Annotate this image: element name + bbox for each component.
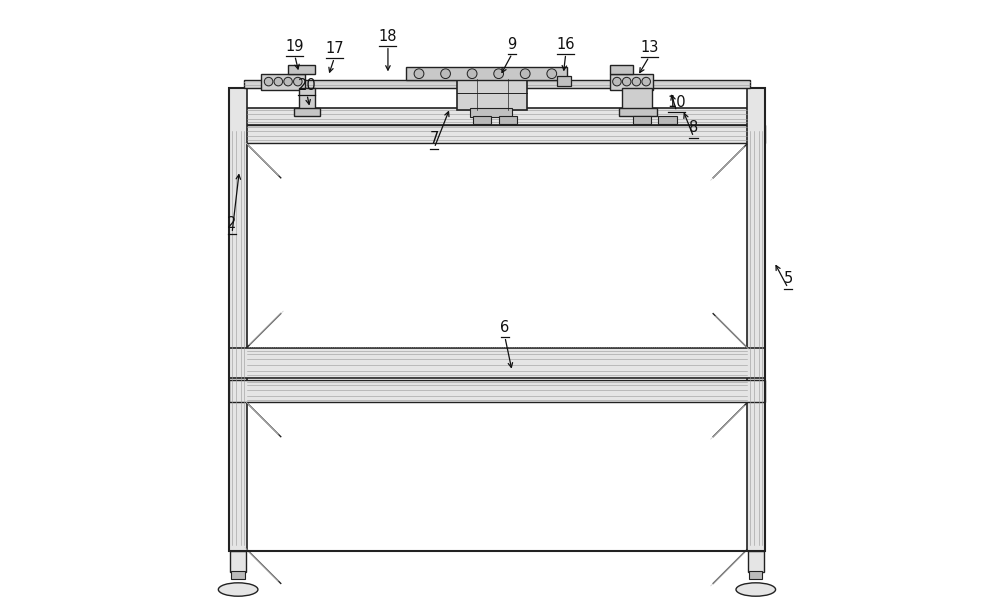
Circle shape (632, 77, 641, 86)
Circle shape (613, 77, 621, 86)
Bar (230, 551, 246, 572)
Bar (619, 108, 657, 116)
Bar (229, 88, 247, 551)
Text: 20: 20 (298, 77, 316, 93)
Circle shape (520, 69, 530, 79)
Bar (229, 348, 765, 378)
Bar (294, 108, 320, 116)
Bar (229, 88, 765, 551)
Bar (288, 65, 315, 74)
Bar (229, 88, 765, 551)
Text: 16: 16 (557, 37, 575, 52)
Text: 19: 19 (286, 38, 304, 54)
Circle shape (494, 69, 504, 79)
Text: 10: 10 (667, 94, 686, 110)
Bar (658, 116, 677, 124)
Circle shape (294, 77, 302, 86)
Ellipse shape (218, 583, 258, 596)
Ellipse shape (736, 583, 776, 596)
Bar (610, 65, 633, 74)
Circle shape (441, 69, 450, 79)
Bar (244, 80, 750, 88)
Bar (747, 88, 765, 551)
Text: 7: 7 (430, 131, 439, 146)
Bar (622, 88, 652, 110)
Text: 6: 6 (500, 320, 509, 335)
Circle shape (467, 69, 477, 79)
Bar (748, 551, 764, 572)
Bar (557, 76, 571, 86)
Bar (229, 380, 765, 402)
Text: 9: 9 (508, 37, 517, 52)
Circle shape (284, 77, 292, 86)
Circle shape (622, 77, 631, 86)
Circle shape (264, 77, 273, 86)
Circle shape (547, 69, 557, 79)
Text: 13: 13 (640, 40, 658, 55)
Bar (261, 74, 305, 90)
Bar (610, 74, 653, 90)
Bar (457, 79, 527, 110)
Text: 18: 18 (379, 29, 397, 44)
Bar (470, 108, 512, 117)
Bar (749, 571, 762, 579)
Bar (229, 108, 765, 125)
Text: 5: 5 (783, 271, 793, 286)
Text: 8: 8 (689, 120, 698, 135)
Bar (229, 125, 765, 143)
Circle shape (642, 77, 650, 86)
Text: 2: 2 (227, 216, 237, 231)
Circle shape (274, 77, 283, 86)
Circle shape (414, 69, 424, 79)
Bar (231, 571, 245, 579)
Text: 17: 17 (325, 41, 344, 56)
Bar (473, 116, 491, 124)
Bar (299, 88, 315, 110)
Bar (499, 116, 517, 124)
Bar (406, 67, 567, 80)
Bar (633, 116, 651, 124)
